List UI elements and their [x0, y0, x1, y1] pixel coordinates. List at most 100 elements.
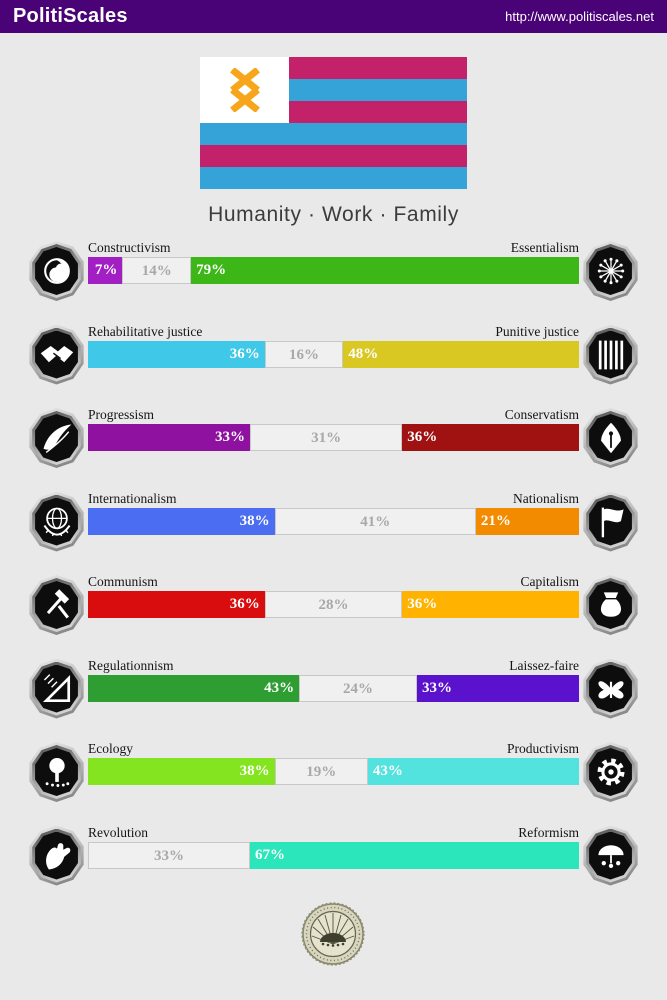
axis-bar: 38% 41% 21% — [88, 507, 579, 535]
neutral-value-segment: 28% — [264, 591, 403, 618]
left-axis-badge — [29, 742, 84, 802]
badge-ring — [32, 411, 81, 465]
neutral-value-segment: 16% — [264, 340, 344, 368]
badge-face — [35, 414, 78, 462]
pen-nib-icon — [600, 422, 621, 454]
axis-row: Ecology Productivism 38% 19% 43% — [28, 741, 639, 803]
axis-labels: Revolution Reformism — [88, 825, 579, 842]
axis-right-label: Nationalism — [513, 490, 579, 506]
money-bag-icon — [600, 592, 621, 617]
axis-body: Progressism Conservatism 33% 31% 36% — [88, 407, 579, 451]
axis-body: Constructivism Essentialism 7% 14% 79% — [88, 240, 579, 284]
left-axis-badge — [29, 408, 84, 468]
axis-labels: Constructivism Essentialism — [88, 240, 579, 257]
axis-bar: 7% 14% 79% — [88, 257, 579, 284]
flag-canton — [200, 57, 289, 123]
badge-face — [35, 497, 78, 546]
axis-body: Rehabilitative justice Punitive justice 36… — [88, 324, 579, 368]
badge-ring — [586, 578, 635, 632]
badge-ring — [586, 494, 635, 549]
axis-bar: 36% 28% 36% — [88, 591, 579, 618]
badge-face — [35, 748, 78, 796]
left-value-segment: 36% — [88, 591, 265, 618]
app-title: PolitiScales — [13, 5, 128, 27]
right-axis-badge — [583, 575, 638, 635]
header-bar: PolitiScales http://www.politiscales.net — [0, 0, 667, 33]
badge-ring — [32, 745, 81, 799]
flag-stripe — [200, 167, 467, 189]
right-axis-badge — [583, 241, 638, 301]
politiscales-seal — [301, 902, 365, 966]
badge-ring — [32, 828, 81, 883]
axis-row: Rehabilitative justice Punitive justice 36… — [28, 324, 639, 386]
axis-right-label: Capitalism — [520, 574, 580, 589]
neutral-value-segment: 41% — [274, 507, 476, 535]
badge-ring — [586, 745, 635, 799]
umbrella-people-icon — [597, 844, 624, 868]
left-value-segment: 38% — [88, 758, 275, 785]
right-value-segment: 36% — [402, 591, 579, 618]
axis-body: Regulationnism Laissez-faire 43% 24% 33% — [88, 658, 579, 702]
left-value-segment: 38% — [88, 507, 275, 535]
badge-ring — [586, 661, 635, 716]
badge-face — [589, 664, 632, 713]
neutral-value-segment: 31% — [250, 424, 403, 451]
axis-labels: Internationalism Nationalism — [88, 491, 579, 508]
left-axis-badge — [29, 658, 84, 719]
dandelion-icon — [597, 257, 624, 285]
axes-list: Constructivism Essentialism 7% 14% 79% Rehab… — [28, 240, 639, 887]
badge-ring — [32, 494, 81, 549]
axis-bar: 33% 67% — [88, 841, 579, 869]
axis-labels: Progressism Conservatism — [88, 407, 579, 424]
flag-stripe — [200, 145, 467, 167]
badge-ring — [586, 327, 635, 382]
axis-right-label: Reformism — [518, 824, 579, 840]
right-axis-badge — [583, 825, 638, 886]
badge-ring — [32, 244, 81, 298]
badge-ring — [586, 244, 635, 298]
axis-row: Progressism Conservatism 33% 31% 36% — [28, 407, 639, 469]
axis-left-label: Ecology — [88, 741, 133, 756]
axis-labels: Ecology Productivism — [88, 741, 579, 758]
wave-icon — [43, 424, 71, 453]
flag-icon — [601, 507, 624, 537]
axis-right-label: Productivism — [506, 741, 579, 756]
axis-bar: 43% 24% 33% — [88, 674, 579, 702]
neutral-value-segment: 33% — [88, 841, 251, 869]
axis-bar: 38% 19% 43% — [88, 758, 579, 785]
right-axis-badge — [583, 324, 638, 385]
site-url-link[interactable]: http://www.politiscales.net — [505, 9, 654, 24]
axis-left-label: Communism — [88, 574, 158, 589]
axis-labels: Regulationnism Laissez-faire — [88, 658, 579, 675]
flag-stripe — [200, 123, 467, 145]
badge-face — [589, 581, 632, 629]
badge-face — [589, 247, 632, 295]
axis-row: Revolution Reformism 33% 67% — [28, 825, 639, 887]
left-value-segment: 43% — [88, 674, 300, 702]
axis-body: Ecology Productivism 38% 19% 43% — [88, 741, 579, 785]
axis-left-label: Constructivism — [88, 240, 171, 255]
right-value-segment: 33% — [416, 674, 579, 702]
left-value-segment: 7% — [88, 257, 123, 284]
left-axis-badge — [29, 324, 84, 385]
axis-labels: Rehabilitative justice Punitive justice — [88, 324, 579, 341]
right-value-segment: 67% — [250, 841, 579, 869]
badge-face — [35, 330, 78, 379]
left-axis-badge — [29, 491, 84, 552]
badge-ring — [32, 578, 81, 632]
axis-right-label: Conservatism — [504, 407, 579, 422]
axis-body: Internationalism Nationalism 38% 41% 21% — [88, 491, 579, 535]
right-value-segment: 79% — [191, 257, 579, 284]
badge-ring — [586, 411, 635, 465]
right-value-segment: 21% — [475, 507, 579, 535]
badge-face — [35, 247, 78, 295]
right-axis-badge — [583, 742, 638, 802]
axis-row: Internationalism Nationalism 38% 41% 21% — [28, 491, 639, 553]
axis-right-label: Laissez-faire — [509, 657, 579, 673]
butterfly-icon — [597, 680, 624, 699]
badge-ring — [32, 327, 81, 382]
flag-motto: Humanity · Work · Family — [208, 203, 459, 226]
neutral-value-segment: 19% — [274, 758, 368, 785]
generated-flag — [200, 57, 467, 189]
